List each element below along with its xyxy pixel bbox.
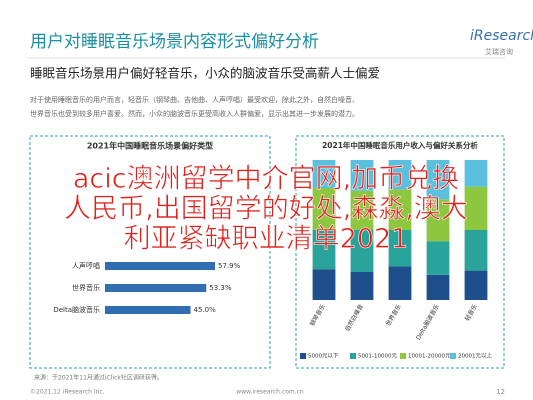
chart-title: 2021年中国睡眠音乐场景偏好类型 [87,141,213,151]
bar-segment [388,230,412,267]
bar-segment [388,160,412,190]
left-frame [29,135,271,369]
logo: iResearch [470,28,533,44]
bar-segment [350,190,374,230]
legend-swatch [450,353,456,359]
bar-segment [350,230,374,272]
bar-segment [350,272,374,300]
copyright: ©2021.12 iResearch Inc. [30,389,105,396]
value-label: 45.0% [194,306,217,314]
x-tick-label: Delta脑波音乐 [414,303,441,342]
site: www.iresearch.com.cn [236,389,304,396]
overlay-text: 人民币,出国留学的好处,森淼,澳大 [64,194,468,225]
legend-label: 5001-10000元 [358,353,397,360]
legend-label: 5000元以下 [308,353,339,360]
bar-segment [312,230,336,270]
body-line: 世界音乐也受到较多用户喜爱。然而，小众的脑波音乐更受高收入人群偏爱，显示出其进一… [30,109,359,118]
legend-swatch [350,353,356,359]
bar-segment [426,274,450,300]
source-note: 来源：于2021年11月通过iClick社区调研获得。 [34,374,163,382]
bar-segment [464,230,488,271]
overlay-text: 利亚紧缺职业清单2021 [124,224,409,255]
x-tick-label: 轻音乐 [463,303,479,323]
body-line: 对于使用睡眠音乐的用户而言，轻音乐（钢琴曲、吉他曲、人声哼唱）最受欢迎，除此之外… [30,95,359,104]
bar-segment [312,160,336,188]
bar-segment [350,160,374,191]
bar-segment [426,160,450,200]
legend-swatch [400,353,406,359]
x-tick-label: 钢琴音乐 [308,303,327,328]
legend-swatch [300,353,306,359]
bar-segment [388,189,412,230]
legend-label: 20001元以上 [458,352,492,360]
bar [105,262,216,270]
subtitle: 睡眠音乐场景用户偏好轻音乐，小众的脑波音乐受高薪人士偏爱 [30,66,380,81]
bar-segment [426,241,450,275]
value-label: 53.3% [209,284,232,292]
overlay-text: acic澳洲留学中介官网,加币兑换 [73,164,459,195]
x-tick-label: 世界音乐 [384,303,403,328]
page-number: 12 [496,388,505,396]
chart-title: 2021年中国睡眠音乐用户收入与偏好关系分析 [322,140,478,150]
bar-segment [312,188,336,230]
bar-segment [426,199,450,242]
value-label: 57.9% [218,262,241,270]
title: 用户对睡眠音乐场景内容形式偏好分析 [30,32,319,52]
bar-segment [464,270,488,300]
overlay: acic澳洲留学中介官网,加币兑换人民币,出国留学的好处,森淼,澳大利亚紧缺职业… [64,163,468,255]
bar-label: Delta脑波音乐 [53,305,100,314]
bar-label: 世界音乐 [72,283,100,292]
bar-segment [464,160,488,187]
bar [105,306,191,314]
bar-segment [464,186,488,230]
logo-sub: 艾瑞咨询 [485,47,513,56]
bar-label: 人声哼唱 [72,261,100,270]
bar [105,284,207,292]
bar-segment [388,266,412,300]
legend-label: 10001-20000元 [408,353,451,360]
bar-segment [312,269,336,300]
x-tick-label: 自然白噪音 [343,303,365,333]
